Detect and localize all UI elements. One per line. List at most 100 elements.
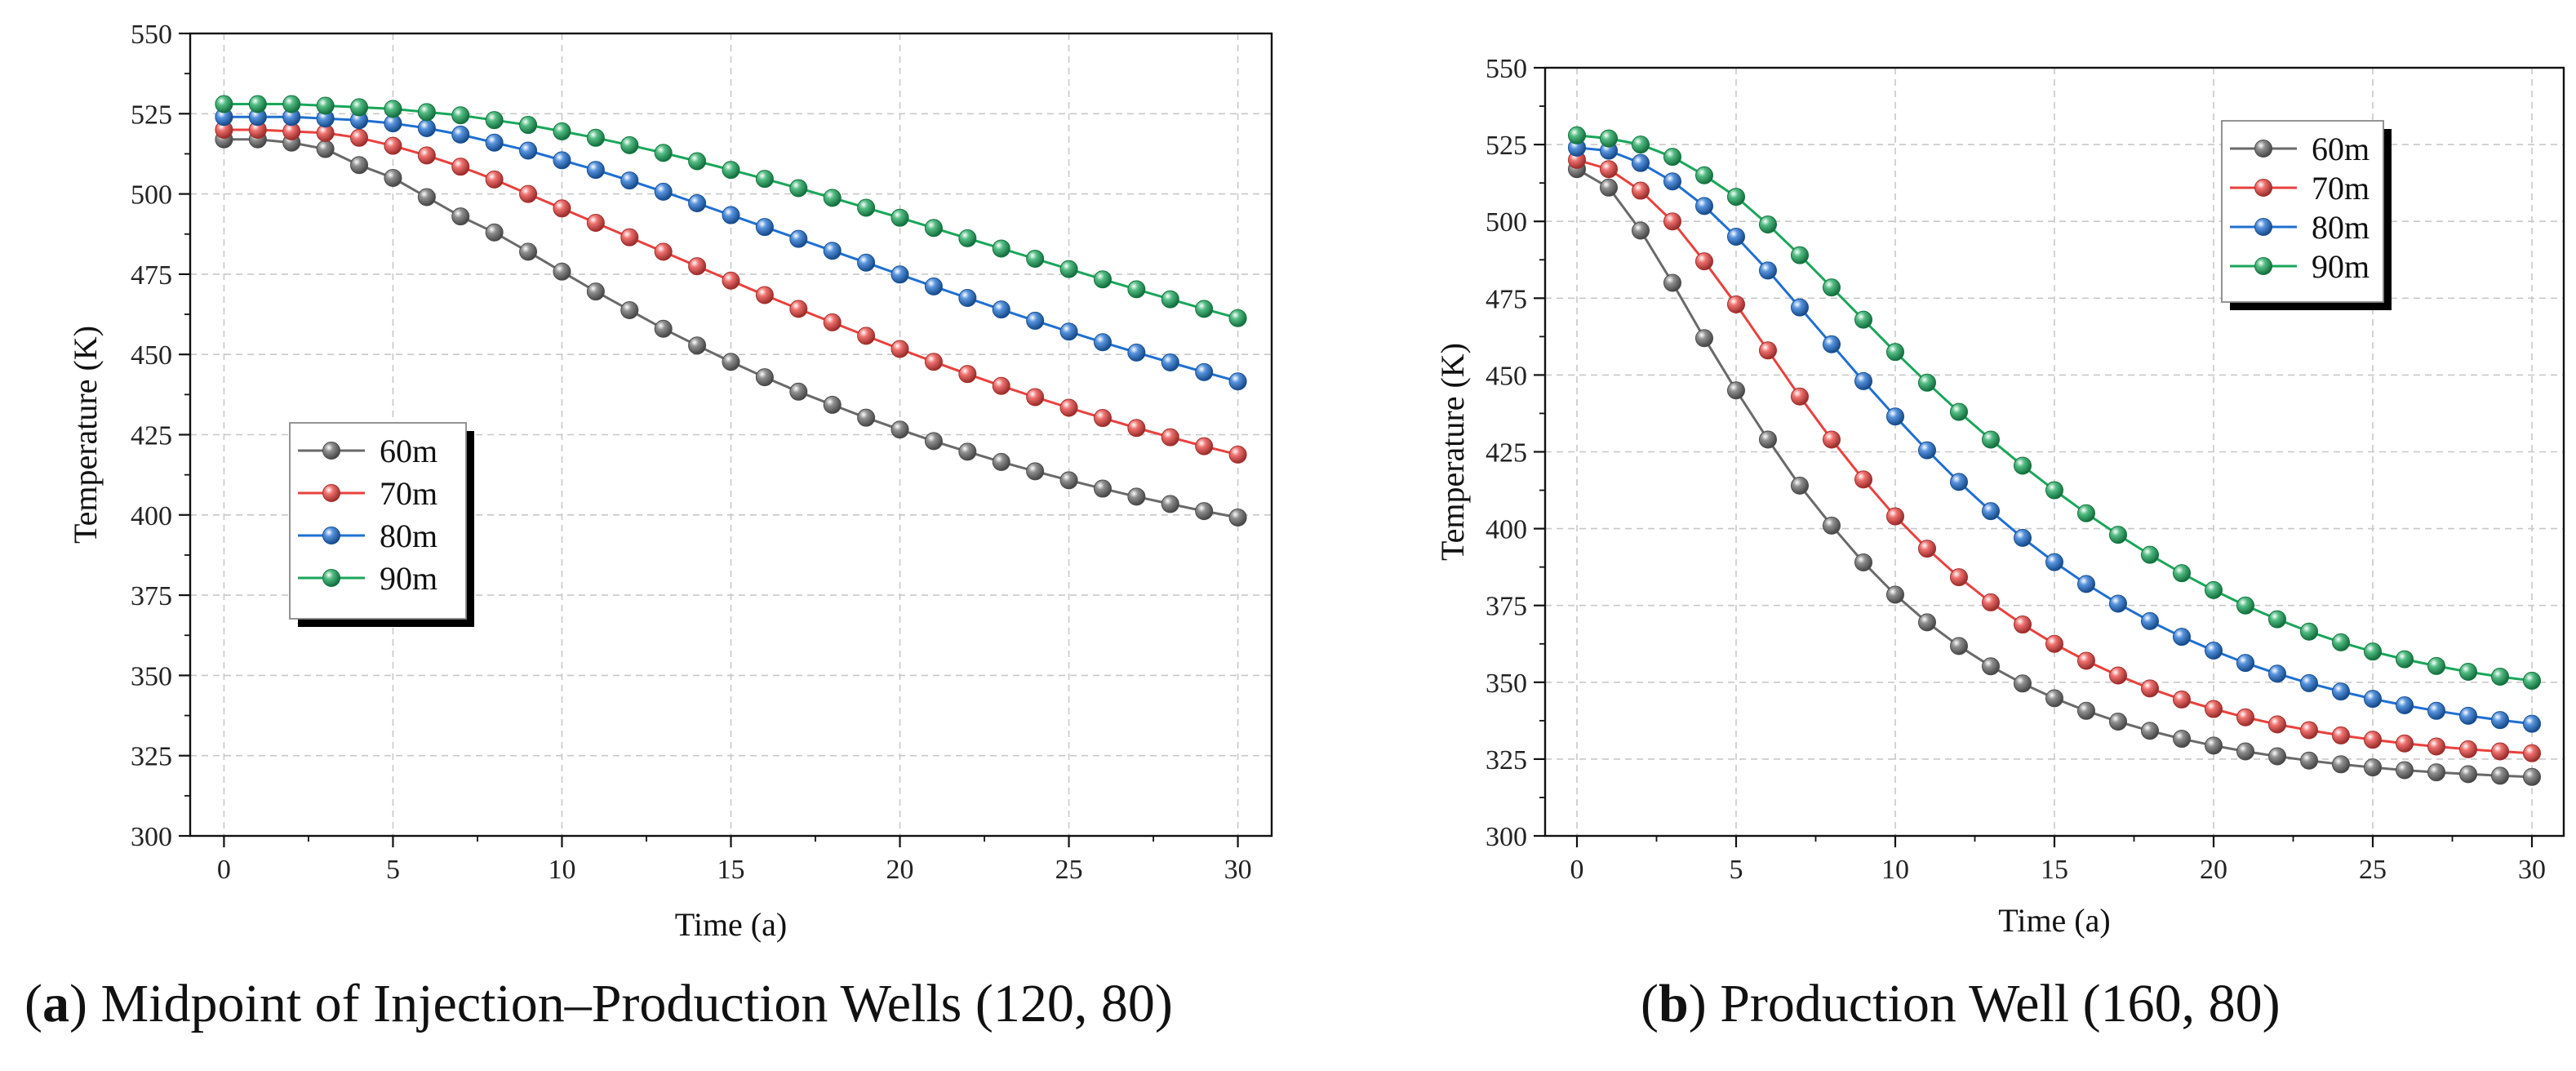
data-point-80m: [2205, 642, 2223, 660]
data-point-70m: [2427, 737, 2445, 756]
data-point-90m: [958, 229, 977, 247]
data-point-80m: [958, 288, 977, 307]
data-point-60m: [1600, 178, 1618, 197]
data-point-90m: [1600, 129, 1618, 148]
data-point-70m: [958, 365, 977, 384]
data-point-60m: [2077, 701, 2095, 720]
data-point-80m: [485, 133, 504, 152]
data-point-80m: [1918, 441, 1936, 460]
data-point-90m: [2396, 650, 2414, 669]
data-point-70m: [924, 353, 943, 371]
series-line-80m: [224, 115, 1238, 383]
y-tick-label: 525: [1486, 131, 1527, 161]
data-point-60m: [755, 368, 774, 387]
chart-panel-b: 300 325 350 375 400 425 450 475 500 525 550 0 5 10 15 2…: [1434, 54, 2565, 939]
data-point-70m: [1854, 470, 1872, 489]
data-point-60m: [688, 336, 707, 355]
x-tick-label: 5: [386, 855, 400, 885]
data-point-70m: [1982, 593, 2000, 611]
data-point-80m: [1161, 353, 1179, 372]
y-tick-label: 450: [131, 340, 172, 371]
legend-marker-70m: [2254, 179, 2272, 197]
data-point-70m: [2332, 726, 2350, 744]
data-point-80m: [2045, 553, 2063, 571]
data-point-90m: [2523, 671, 2541, 690]
data-point-80m: [1823, 335, 1841, 353]
data-point-80m: [417, 118, 436, 137]
data-point-70m: [1093, 409, 1112, 428]
data-point-60m: [1727, 381, 1745, 400]
data-point-60m: [2141, 722, 2159, 740]
data-point-80m: [1695, 197, 1713, 216]
data-point-60m: [890, 420, 909, 439]
data-point-70m: [823, 313, 842, 331]
data-point-70m: [2077, 651, 2095, 670]
legend-marker-90m: [322, 569, 340, 587]
legend-label-80m: 80m: [380, 518, 437, 554]
data-point-70m: [890, 340, 909, 358]
data-point-80m: [1982, 502, 2000, 521]
data-point-90m: [519, 116, 538, 135]
data-point-80m: [924, 277, 943, 296]
x-tick-label: 0: [217, 855, 231, 885]
data-point-90m: [553, 122, 571, 140]
data-point-90m: [2205, 580, 2223, 599]
data-point-80m: [553, 151, 571, 170]
x-tick-label: 30: [2518, 855, 2546, 885]
data-point-60m: [553, 262, 571, 281]
y-tick-label: 475: [1486, 284, 1527, 314]
data-point-80m: [1886, 407, 1904, 426]
data-point-90m: [2173, 564, 2191, 583]
caption-a-text: Midpoint of Injection–Production Wells (…: [100, 974, 1173, 1033]
data-point-60m: [1791, 476, 1809, 495]
data-point-90m: [2236, 596, 2254, 615]
y-axis-title: Temperature (K): [1434, 343, 1471, 561]
x-tick-label: 30: [1224, 855, 1252, 885]
legend-marker-80m: [2254, 218, 2272, 236]
data-point-90m: [1632, 136, 1650, 154]
data-point-90m: [1918, 373, 1936, 392]
data-point-80m: [654, 182, 673, 201]
data-point-80m: [1228, 372, 1247, 391]
y-tick-label: 425: [1486, 438, 1527, 469]
data-point-90m: [654, 144, 673, 162]
y-tick-label: 400: [1486, 515, 1527, 545]
data-point-70m: [1759, 341, 1777, 360]
data-point-70m: [1600, 160, 1618, 179]
caption-b-text: Production Well (160, 80): [1720, 974, 2281, 1033]
data-point-60m: [417, 188, 436, 207]
data-point-70m: [1195, 437, 1214, 456]
data-point-70m: [1823, 430, 1841, 449]
y-tick-label: 550: [1486, 54, 1527, 84]
data-point-70m: [1026, 388, 1045, 407]
y-tick-label: 475: [131, 260, 172, 291]
x-tick-label: 15: [717, 855, 745, 885]
y-tick-label: 375: [131, 581, 172, 611]
data-point-80m: [1759, 261, 1777, 280]
data-point-90m: [857, 198, 876, 217]
data-point-90m: [2109, 526, 2127, 544]
data-point-80m: [789, 229, 808, 248]
x-tick-label: 0: [1570, 855, 1584, 885]
data-point-60m: [992, 452, 1010, 471]
data-point-70m: [1727, 295, 1745, 313]
data-point-90m: [1059, 260, 1078, 278]
data-point-90m: [2141, 545, 2159, 564]
data-point-70m: [789, 300, 808, 318]
data-point-60m: [1854, 553, 1872, 572]
data-point-90m: [1228, 309, 1247, 327]
data-point-70m: [1228, 445, 1247, 464]
data-point-90m: [620, 136, 639, 154]
data-point-90m: [2491, 668, 2509, 687]
x-tick-label: 15: [2041, 855, 2068, 885]
data-point-90m: [992, 239, 1010, 258]
legend-marker-60m: [2254, 140, 2272, 158]
data-point-80m: [1195, 362, 1214, 381]
data-point-70m: [992, 376, 1010, 395]
y-tick-label: 375: [1486, 592, 1527, 622]
data-point-80m: [1059, 322, 1078, 341]
data-point-70m: [857, 327, 876, 345]
data-point-80m: [2014, 528, 2032, 547]
data-point-70m: [2300, 721, 2318, 740]
